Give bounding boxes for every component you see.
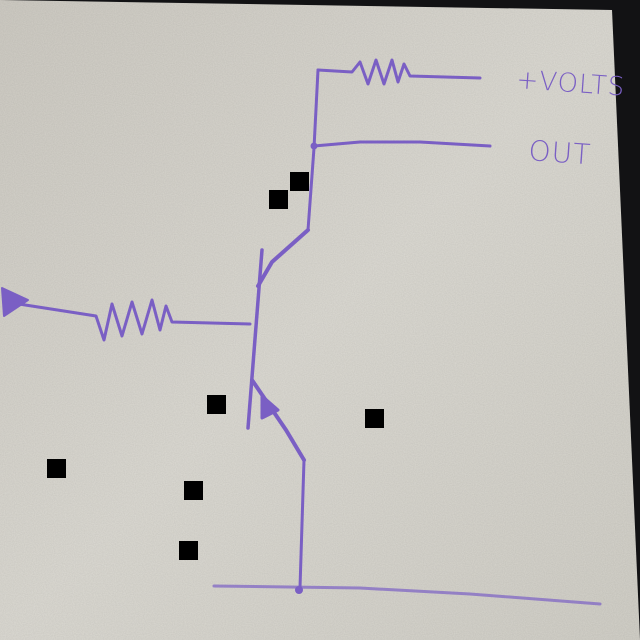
base-bar [246, 248, 264, 430]
redaction-square [179, 541, 198, 560]
output-label: OUT [528, 134, 593, 171]
collector-resistor [316, 58, 482, 86]
circuit-drawing [1, 58, 602, 606]
redaction-square [47, 459, 66, 478]
redaction-square [365, 409, 384, 428]
supply-wire [312, 68, 320, 150]
redaction-square [184, 481, 203, 500]
redaction-square [207, 395, 226, 414]
base-resistor [4, 298, 252, 342]
collector-diagonal [256, 228, 310, 288]
ground-wire [212, 584, 602, 606]
collector-lead [306, 146, 316, 232]
redaction-marks [47, 172, 384, 560]
redaction-square [290, 172, 309, 191]
redaction-square [269, 190, 288, 209]
output-node [310, 142, 318, 150]
emitter-lead [298, 458, 306, 590]
output-wire [312, 140, 492, 148]
emitter-arrow [260, 394, 280, 420]
